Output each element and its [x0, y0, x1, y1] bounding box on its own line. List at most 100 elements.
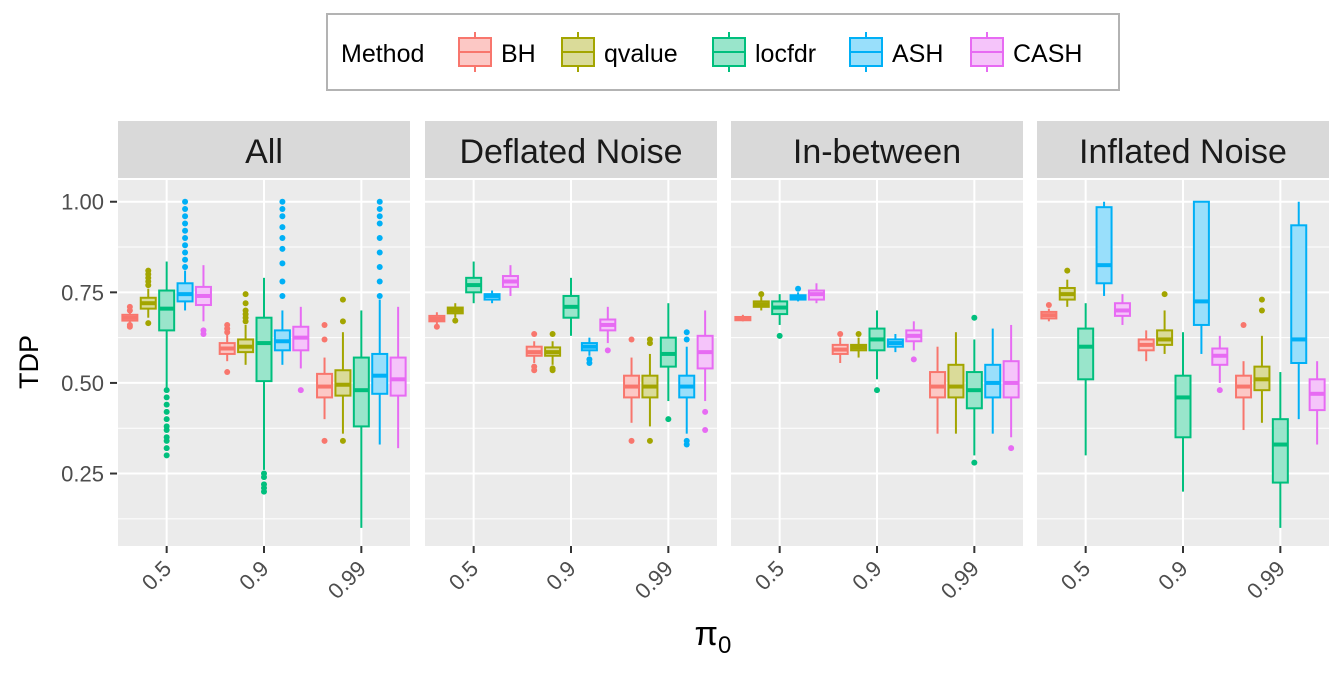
box-body — [1192, 200, 1210, 326]
box-ash — [371, 198, 389, 445]
box-outlier — [321, 321, 328, 328]
box-outlier — [279, 224, 286, 231]
box-cash — [389, 306, 407, 449]
box-outlier — [628, 437, 635, 444]
box-body — [947, 363, 965, 399]
panel-3: In-between 0.5 0.9 0.99 — [731, 121, 1023, 604]
x-tick-label: 0.99 — [936, 556, 984, 604]
x-tick-label: 0.5 — [444, 556, 483, 595]
box-locfdr — [562, 277, 580, 336]
box-ash — [984, 328, 1002, 434]
box-outlier — [145, 267, 152, 274]
panel-1: All 0.5 0.9 0.99 — [118, 121, 410, 604]
box-qvalue — [237, 291, 255, 365]
box-outlier — [321, 437, 328, 444]
box-outlier — [182, 242, 189, 249]
box-outlier — [145, 320, 152, 327]
box-outlier — [433, 323, 440, 330]
legend-title: Method — [341, 40, 424, 68]
box-outlier — [163, 401, 170, 408]
legend-label-locfdr: locfdr — [755, 40, 816, 68]
box-outlier — [163, 387, 170, 394]
box-cash — [1002, 324, 1020, 452]
box-outlier — [586, 356, 593, 363]
box-outlier — [279, 198, 286, 205]
legend-key-locfdr: locfdr — [712, 32, 816, 72]
box-outlier — [776, 332, 783, 339]
box-qvalue — [1253, 296, 1271, 423]
box-outlier — [683, 336, 690, 343]
x-axis-title: π — [695, 615, 718, 653]
box-qvalue — [1058, 267, 1076, 307]
box-locfdr — [1077, 303, 1095, 456]
box-outlier — [182, 234, 189, 241]
box-outlier — [126, 303, 133, 310]
box-ash — [273, 198, 291, 365]
box-cash — [194, 265, 212, 338]
y-axis-title: TDP — [14, 335, 44, 389]
box-body — [389, 356, 407, 397]
box-outlier — [242, 291, 249, 298]
box-outlier — [339, 437, 346, 444]
box-outlier — [182, 205, 189, 212]
box-qvalue — [947, 332, 965, 434]
box-outlier — [795, 285, 802, 292]
legend-label-qvalue: qvalue — [604, 40, 678, 68]
box-bh — [218, 321, 236, 376]
box-outlier — [1008, 445, 1015, 452]
box-outlier — [182, 220, 189, 227]
y-tick-label: 0.25 — [61, 462, 104, 487]
panel-title: Deflated Noise — [459, 133, 682, 171]
box-outlier — [163, 416, 170, 423]
box-outlier — [224, 321, 231, 328]
box-outlier — [855, 331, 862, 338]
box-outlier — [376, 205, 383, 212]
box-outlier — [279, 234, 286, 241]
box-outlier — [182, 227, 189, 234]
box-outlier — [339, 296, 346, 303]
box-bh — [121, 303, 139, 330]
y-tick-label: 1.00 — [61, 190, 104, 215]
box-outlier — [1258, 296, 1265, 303]
box-outlier — [683, 329, 690, 336]
box-outlier — [339, 318, 346, 325]
box-ash — [1192, 200, 1210, 354]
box-cash — [1308, 361, 1326, 445]
box-ash — [1095, 201, 1113, 296]
panel-strip — [1037, 121, 1329, 178]
box-outlier — [452, 317, 459, 324]
legend-label-cash: CASH — [1013, 40, 1082, 68]
box-outlier — [182, 263, 189, 270]
box-outlier — [549, 331, 556, 338]
panel-strip — [425, 121, 717, 178]
box-outlier — [971, 459, 978, 466]
box-outlier — [163, 452, 170, 459]
box-outlier — [837, 331, 844, 338]
box-qvalue — [752, 291, 770, 311]
box-ash — [580, 337, 598, 366]
box-body — [1271, 418, 1289, 484]
panel-strip — [118, 121, 410, 178]
box-outlier — [163, 408, 170, 415]
box-outlier — [182, 256, 189, 263]
box-locfdr — [255, 277, 273, 495]
box-locfdr — [965, 314, 983, 466]
box-outlier — [279, 278, 286, 285]
box-cash — [1113, 294, 1131, 325]
box-outlier — [376, 292, 383, 299]
legend-label-bh: BH — [501, 40, 536, 68]
legend-key-cash: CASH — [970, 32, 1082, 72]
box-body — [1002, 360, 1020, 399]
box-bh — [525, 331, 543, 374]
box-outlier — [874, 387, 880, 394]
box-bh — [831, 331, 849, 363]
box-outlier — [242, 307, 249, 314]
box-ash — [176, 198, 194, 311]
box-qvalue — [1156, 291, 1174, 354]
box-outlier — [261, 481, 267, 488]
legend-key-ash: ASH — [849, 32, 943, 72]
y-axis: 0.25 0.50 0.75 1.00 — [61, 190, 117, 487]
box-bh — [623, 336, 641, 444]
